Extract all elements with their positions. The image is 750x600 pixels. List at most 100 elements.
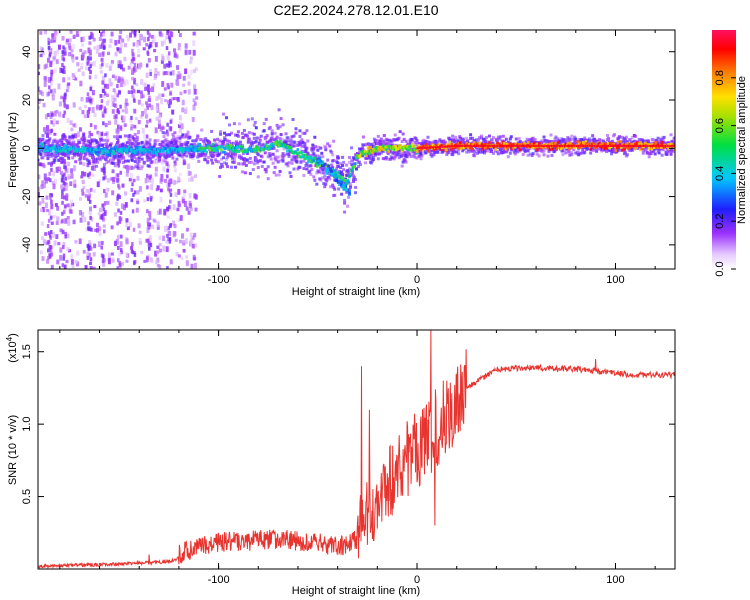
- spectrogram-cell: [220, 162, 224, 166]
- spectrogram-cell: [483, 139, 487, 143]
- spectrogram-cell: [351, 163, 355, 167]
- spectrogram-cell: [65, 193, 69, 197]
- spectrogram-cell: [179, 91, 183, 96]
- spectrogram-cell: [59, 247, 63, 253]
- spectrogram-cell: [316, 154, 320, 158]
- spectrogram-cell: [181, 133, 185, 137]
- spectrogram-cell: [320, 171, 324, 175]
- spectrogram-cell: [597, 142, 601, 146]
- spectrogram-cell: [193, 193, 197, 199]
- spectrogram-cell: [240, 149, 243, 153]
- spectrogram-cell: [300, 144, 304, 148]
- spectrogram-cell: [138, 186, 142, 192]
- spectrogram-cell: [379, 151, 383, 155]
- spectrogram-cell: [307, 155, 311, 159]
- spectrogram-cell: [445, 153, 449, 157]
- spectrogram-cell: [57, 158, 61, 162]
- spectrogram-cell: [167, 148, 170, 152]
- spectrogram-cell: [43, 64, 47, 70]
- spectrogram-cell: [178, 136, 182, 140]
- spectrogram-cell: [313, 156, 317, 160]
- spectrogram-cell: [177, 189, 181, 195]
- spectrogram-cell: [286, 136, 290, 140]
- spectrogram-cell: [67, 174, 71, 180]
- spectrogram-cell: [419, 150, 423, 154]
- spectrogram-cell: [266, 165, 270, 169]
- spectrogram-cell: [193, 232, 197, 238]
- spectrogram-cell: [38, 150, 41, 154]
- spectrogram-cell: [359, 154, 362, 158]
- spectrogram-cell: [365, 150, 369, 154]
- spectrogram-cell: [296, 167, 300, 171]
- spectrogram-cell: [165, 36, 169, 40]
- spectrogram-cell: [100, 151, 104, 155]
- spectrogram-cell: [93, 189, 97, 193]
- spectrogram-cell: [88, 41, 92, 45]
- spectrogram-cell: [378, 148, 381, 152]
- spectrogram-cell: [211, 148, 214, 152]
- spectrogram-cell: [120, 64, 123, 69]
- spectrogram-cell: [95, 148, 99, 152]
- spectrogram-cell: [50, 264, 54, 269]
- spectrogram-cell: [218, 143, 222, 147]
- spectrogram-cell: [148, 33, 151, 38]
- spectrogram-cell: [130, 198, 134, 203]
- spectrogram-cell: [132, 88, 136, 93]
- spectrogram-cell: [41, 207, 45, 213]
- spectrogram-cell: [208, 140, 212, 144]
- spectrogram-cell: [533, 141, 536, 145]
- spectrogram-cell: [328, 144, 332, 148]
- spectrogram-cell: [203, 141, 207, 145]
- spectrogram-cell: [153, 75, 157, 81]
- spectrogram-cell: [133, 98, 136, 103]
- spectrogram-cell: [315, 182, 319, 186]
- spectrogram-cell: [172, 143, 176, 147]
- spectrogram-cell: [193, 147, 196, 151]
- spectrogram-cell: [583, 136, 587, 140]
- spectrogram-cell: [119, 217, 123, 222]
- spectrogram-cell: [369, 142, 373, 146]
- spectrogram-cell: [623, 137, 627, 141]
- spectrogram-cell: [88, 171, 92, 176]
- spectrogram-cell: [347, 170, 351, 174]
- spectrogram-cell: [595, 147, 599, 151]
- spectrogram-cell: [292, 134, 296, 138]
- spectrogram-cell: [105, 100, 109, 106]
- spectrogram-cell: [73, 165, 77, 172]
- spectrogram-cell: [184, 43, 188, 49]
- spectrogram-cell: [155, 143, 159, 147]
- spectrogram-cell: [138, 37, 142, 41]
- spectrogram-cell: [566, 136, 570, 140]
- spectrogram-cell: [63, 70, 66, 75]
- spectrogram-cell: [282, 154, 286, 158]
- spectrogram-cell: [136, 166, 140, 170]
- spectrogram-cell: [44, 178, 48, 184]
- spectrogram-cell: [111, 190, 115, 196]
- spectrogram-cell: [252, 147, 256, 151]
- spectrogram-cell: [162, 159, 166, 163]
- spectrogram-cell: [105, 62, 109, 68]
- spectrogram-cell: [141, 128, 145, 134]
- spectrogram-cell: [174, 148, 177, 152]
- spectrogram-cell: [553, 137, 557, 141]
- spectrogram-cell: [177, 124, 181, 129]
- spectrogram-cell: [97, 241, 101, 247]
- spectrogram-cell: [673, 136, 675, 140]
- spectrogram-cell: [164, 160, 168, 164]
- spectrogram-cell: [80, 171, 84, 176]
- spectrogram-cell: [653, 152, 657, 156]
- spectrogram-cell: [163, 70, 167, 75]
- spectrogram-cell: [104, 192, 108, 198]
- spectrogram-cell: [119, 125, 123, 130]
- spectrogram-cell: [95, 139, 99, 143]
- spectrogram-cell: [520, 146, 524, 150]
- spectrogram-cell: [55, 120, 59, 125]
- spectrogram-cell: [91, 147, 95, 151]
- spectrogram-cell: [400, 164, 404, 168]
- spectrogram-cell: [617, 149, 621, 153]
- spectrogram-cell: [348, 174, 352, 178]
- spectrogram-cell: [612, 133, 616, 137]
- spectrogram-cell: [549, 133, 553, 137]
- spectrogram-cell: [521, 153, 525, 157]
- spectrogram-cell: [56, 49, 60, 54]
